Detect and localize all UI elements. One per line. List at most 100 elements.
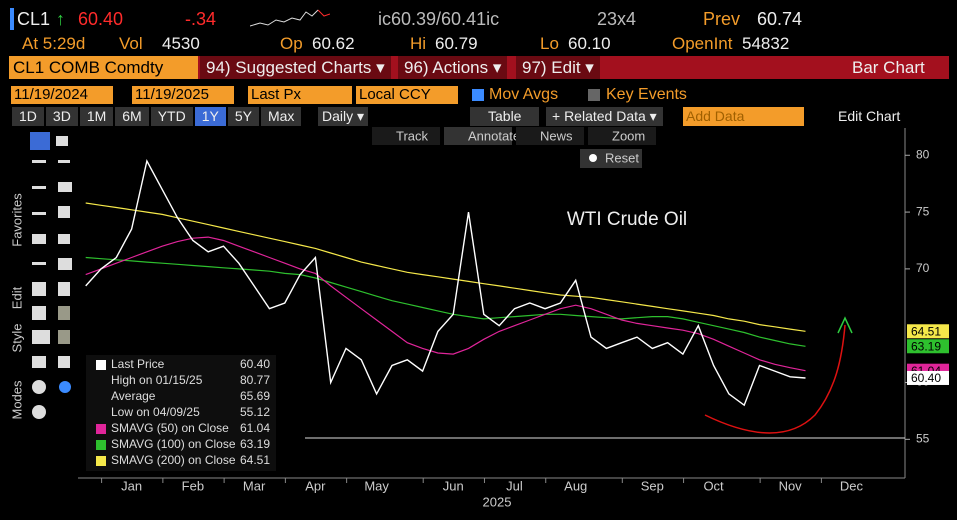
frequency[interactable]: Daily ▾	[318, 107, 369, 126]
period[interactable]: Max	[260, 107, 302, 126]
table[interactable]: Table	[470, 107, 540, 126]
legend-value: 65.69	[240, 389, 270, 403]
menu-item[interactable]: 94) Suggested Charts ▾	[200, 56, 391, 79]
period[interactable]: 5Y	[227, 107, 259, 126]
x-tick-label: Jun	[443, 478, 464, 493]
x-tick-label: Feb	[182, 478, 204, 493]
period[interactable]: 3D	[45, 107, 78, 126]
mov-avgs[interactable]: Mov Avgs	[489, 86, 559, 103]
price-line	[85, 159, 806, 407]
period[interactable]: YTD	[150, 107, 193, 126]
arrow: ↑	[56, 9, 65, 29]
sparkline	[250, 9, 330, 27]
tool-label: Annotate	[468, 128, 520, 143]
checkbox[interactable]	[588, 89, 600, 101]
annotation-curve	[704, 324, 846, 434]
value-tag-label: 60.40	[911, 371, 941, 385]
tool-label: Track	[396, 128, 429, 143]
checkbox[interactable]	[472, 89, 484, 101]
hi-label: Hi	[410, 34, 427, 53]
start-date[interactable]: 11/19/2024	[11, 86, 113, 104]
periods: 1D 3D 1M 6M YTD 1Y 5Y Max	[12, 107, 303, 126]
x-tick-label: Jan	[121, 478, 142, 493]
moving-average	[85, 256, 806, 347]
x-tick-label: Sep	[641, 478, 664, 493]
value-tag	[907, 339, 949, 354]
x-tick-label: Nov	[779, 478, 803, 493]
legend-swatch	[96, 440, 106, 450]
period[interactable]: 6M	[115, 107, 149, 126]
reset-icon	[589, 154, 597, 162]
moving-average	[85, 202, 806, 332]
menu-item[interactable]: 96) Actions ▾	[398, 56, 508, 79]
legend-panel	[86, 355, 276, 471]
side-tab: Favorites	[9, 193, 24, 247]
x-axis-label: 2025	[483, 494, 512, 509]
legend-value: 80.77	[240, 373, 270, 387]
oi-label: OpenInt	[672, 34, 733, 53]
legend-value: 63.19	[240, 437, 270, 451]
field[interactable]: Last Px	[248, 86, 352, 104]
x-tick-label: Jul	[506, 478, 523, 493]
legend-swatch	[96, 424, 106, 434]
y-tick-label: 75	[916, 204, 930, 218]
op-label: Op	[280, 34, 303, 53]
value-tag	[907, 370, 949, 385]
legend-label: Last Price	[111, 357, 165, 371]
x-tick-label: Oct	[703, 478, 724, 493]
menu-item[interactable]: 97) Edit ▾	[516, 56, 600, 79]
side-tab: Style	[9, 324, 24, 353]
currency[interactable]: Local CCY	[356, 86, 458, 104]
marker	[10, 8, 14, 30]
legend-label: Average	[111, 389, 156, 403]
hi: 60.79	[435, 34, 478, 53]
x-tick-label: May	[364, 478, 389, 493]
x-tick-label: Mar	[243, 478, 266, 493]
period[interactable]: 1D	[12, 107, 44, 126]
change: -.34	[185, 9, 217, 29]
vol-label: Vol	[119, 34, 143, 53]
y-tick-label: 80	[916, 147, 930, 161]
legend-label: Low on 04/09/25	[111, 405, 200, 419]
reset-label: Reset	[605, 150, 639, 165]
prev: 60.74	[757, 9, 803, 29]
key-events[interactable]: Key Events	[606, 86, 687, 103]
x-tick-label: Dec	[840, 478, 864, 493]
legend-value: 55.12	[240, 405, 270, 419]
moving-average	[85, 236, 806, 372]
add-data[interactable]: Add Data	[683, 107, 804, 126]
size: 23x4	[597, 9, 637, 29]
tool-button	[372, 127, 440, 145]
oi: 54832	[742, 34, 790, 53]
legend-label: High on 01/15/25	[111, 373, 203, 387]
op: 60.62	[312, 34, 355, 53]
edit-chart[interactable]: Edit Chart	[838, 108, 901, 124]
y-tick-label: 70	[916, 261, 930, 275]
tool-button	[588, 127, 656, 145]
legend-value: 60.40	[240, 357, 270, 371]
time: At 5:29d	[22, 34, 86, 53]
period[interactable]: 1M	[79, 107, 114, 126]
side-toolbar	[8, 130, 78, 430]
legend-value: 61.04	[240, 421, 270, 435]
chart-title: WTI Crude Oil	[567, 209, 687, 230]
end-date[interactable]: 11/19/2025	[132, 86, 234, 104]
value-tag	[907, 324, 949, 339]
legend-swatch	[96, 456, 106, 466]
ticker: CL1	[17, 9, 51, 29]
period[interactable]: 1Y	[194, 107, 226, 126]
value-tag-label: 64.51	[911, 324, 941, 338]
annotation-arrow	[837, 316, 853, 334]
prev-label: Prev	[703, 9, 741, 29]
legend-swatch	[96, 360, 106, 370]
tool-label: Zoom	[612, 128, 645, 143]
legend-label: SMAVG (50) on Close	[111, 421, 229, 435]
vol: 4530	[162, 34, 200, 53]
tool-button	[444, 127, 512, 145]
security[interactable]: CL1 COMB Comdty	[9, 56, 198, 79]
related-data[interactable]: + Related Data ▾	[546, 107, 663, 126]
value-tag-label: 63.19	[911, 339, 941, 353]
chart-kind: Bar Chart	[852, 58, 925, 77]
